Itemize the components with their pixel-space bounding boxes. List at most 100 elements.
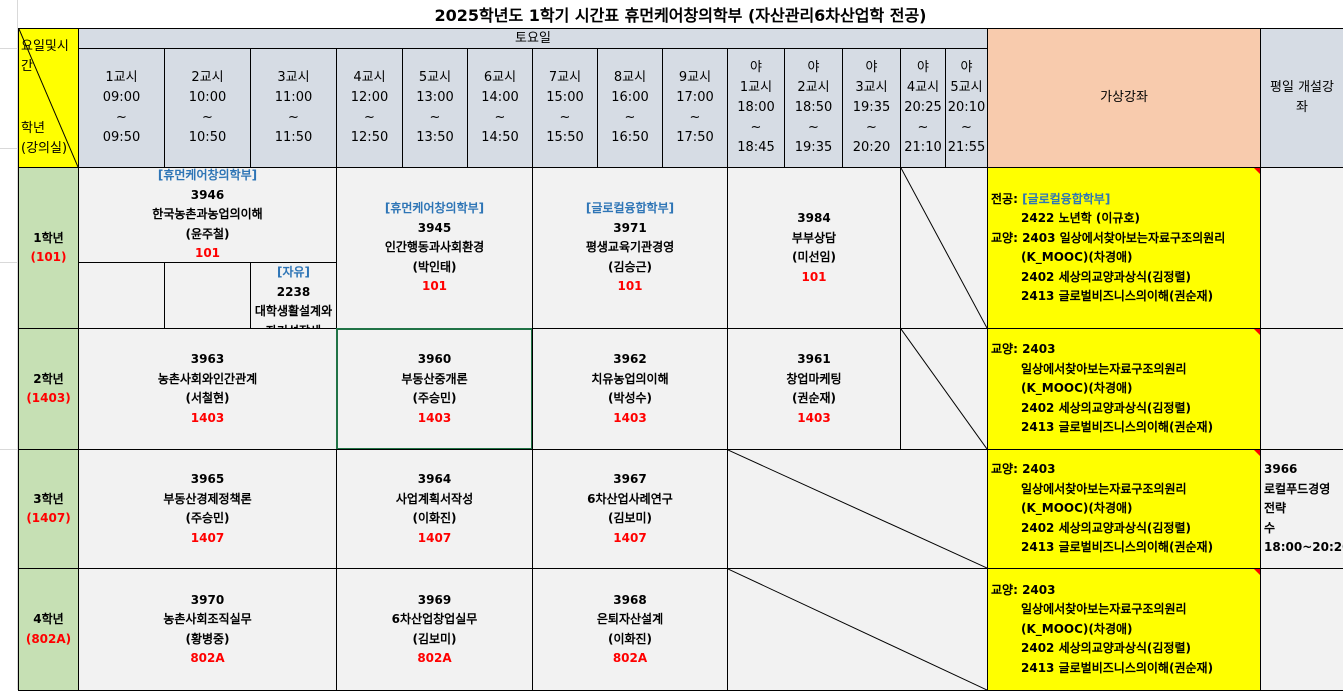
course-name: 창업마케팅 — [786, 371, 842, 386]
comment-indicator[interactable] — [1254, 168, 1260, 174]
weekday-course-cell[interactable]: 3966 로컬푸드경영 전략 수 18:00~20:20 — [1260, 449, 1343, 569]
diagonal-line — [728, 569, 987, 690]
empty-cell[interactable] — [164, 262, 251, 329]
course-cell[interactable]: 3984 부부상담 (미선임) 101 — [727, 167, 901, 329]
line-prefix: 교양: — [991, 462, 1023, 477]
period-start: 10:00 — [188, 90, 227, 105]
virtual-course-cell[interactable]: 교양: 2403 일상에서찾아보는자료구조의원리 (K_MOOC)(차경애) 2402… — [987, 568, 1261, 691]
virtual-course-line: (K_MOOC)(차경애) — [991, 620, 1133, 640]
line-text: 일상에서찾아보는자료구조의원리 — [1021, 602, 1187, 617]
virtual-course-line: 교양: 2403 일상에서찾아보는자료구조의원리 — [991, 229, 1225, 249]
course-cell[interactable]: 3968 은퇴자산설계 (이화진) 802A — [532, 568, 728, 691]
period-label: 3교시 — [855, 80, 888, 95]
course-cell[interactable]: 3969 6차산업창업실무 (김보미) 802A — [336, 568, 533, 691]
course-cell[interactable]: 3965 부동산경제정책론 (주승민) 1407 — [78, 449, 337, 569]
period-header: 야 4교시 20:25 ~21:10 — [900, 48, 946, 168]
virtual-course-line: (K_MOOC)(차경애) — [991, 379, 1133, 399]
course-prof: (주승민) — [412, 391, 457, 405]
virtual-course-cell[interactable]: 교양: 2403 일상에서찾아보는자료구조의원리 (K_MOOC)(차경애) 2402… — [987, 328, 1261, 450]
course-cell[interactable]: [휴먼케어창의학부] 3946 한국농촌과농업의이해 (윤주철) 101 — [78, 167, 337, 263]
grade-cell: 3학년 (1407) — [18, 449, 79, 569]
grade-label: 1학년 — [33, 230, 64, 245]
grade-room: (802A) — [25, 631, 72, 646]
course-cell[interactable]: [글로컬융합학부] 3971 평생교육기관경영 (김승근) 101 — [532, 167, 728, 329]
period-header: 2교시 10:00 ~10:50 — [164, 48, 251, 168]
period-label: 2교시 — [797, 80, 830, 95]
period-label: 5교시 — [418, 70, 452, 85]
course-code: 3945 — [417, 220, 452, 235]
empty-cell[interactable] — [900, 167, 988, 329]
course-code: 3984 — [797, 211, 831, 225]
period-header: 3교시 11:00 ~11:50 — [250, 48, 337, 168]
period-start: 14:00 — [481, 90, 519, 105]
empty-cell[interactable] — [727, 568, 988, 691]
course-name: 농촌사회와인간관계 — [157, 371, 258, 386]
period-sep: ~ — [917, 120, 929, 135]
course-name: 한국농촌과농업의이해 — [152, 207, 263, 222]
empty-cell[interactable] — [727, 449, 988, 569]
virtual-course-line: 2402 세상의교양과상식(김정렬) — [991, 519, 1191, 539]
course-code: 3971 — [613, 220, 647, 235]
course-cell[interactable]: [휴먼케어창의학부] 3945 인간행동과사회환경 (박인태) 101 — [336, 167, 533, 329]
period-header: 8교시 16:00 ~16:50 — [597, 48, 663, 168]
course-name: 6차산업사례연구 — [587, 491, 673, 506]
line-text: 2403 — [1022, 462, 1056, 477]
period-end: 15:50 — [546, 130, 584, 145]
course-room: 802A — [190, 651, 225, 665]
course-room: 101 — [801, 269, 827, 284]
empty-cell[interactable] — [900, 328, 988, 450]
grade-room: (1407) — [26, 511, 71, 525]
course-dept: [자유] — [276, 265, 311, 279]
weekday-course-cell[interactable] — [1260, 328, 1343, 450]
period-label: 2교시 — [191, 70, 224, 85]
virtual-course-line: 2402 세상의교양과상식(김정렬) — [991, 399, 1191, 419]
period-end: 12:50 — [350, 130, 389, 145]
period-label: 6교시 — [483, 70, 517, 85]
course-cell[interactable]: 3964 사업계획서작성 (이화진) 1407 — [336, 449, 533, 569]
virtual-course-line: (K_MOOC)(차경애) — [991, 499, 1133, 519]
comment-indicator[interactable] — [1254, 569, 1260, 575]
period-start: 13:00 — [416, 90, 454, 105]
period-sep: ~ — [202, 110, 213, 125]
course-code: 3969 — [417, 592, 452, 607]
course-cell[interactable]: 3961 창업마케팅 (권순재) 1403 — [727, 328, 901, 450]
period-end: 14:50 — [481, 130, 519, 145]
course-cell[interactable]: 3967 6차산업사례연구 (김보미) 1407 — [532, 449, 728, 569]
period-label: 4교시 — [906, 80, 940, 95]
comment-indicator[interactable] — [1254, 329, 1260, 335]
course-room: 1407 — [190, 530, 225, 545]
period-header: 야 5교시 20:10 ~21:55 — [945, 48, 988, 168]
course-cell[interactable]: 3960 부동산중개론 (주승민) 1403 — [336, 328, 533, 450]
virtual-course-line: 교양: 2403 — [991, 581, 1055, 601]
diagonal-line — [19, 29, 78, 167]
period-sep: ~ — [689, 110, 701, 125]
course-room: 101 — [194, 246, 221, 261]
period-label: 7교시 — [548, 70, 582, 85]
weekday-course-cell[interactable] — [1260, 568, 1343, 691]
course-cell[interactable]: 3963 농촌사회와인간관계 (서철현) 1403 — [78, 328, 337, 450]
weekday-course-line: 수 — [1264, 520, 1276, 535]
course-name: 부부상담 — [791, 230, 837, 245]
course-name: 6차산업창업실무 — [391, 612, 478, 626]
virtual-course-cell[interactable]: 교양: 2403 일상에서찾아보는자료구조의원리 (K_MOOC)(차경애) 2402… — [987, 449, 1261, 569]
course-cell[interactable]: 3970 농촌사회조직실무 (황병중) 802A — [78, 568, 337, 691]
period-label: 3교시 — [277, 70, 310, 85]
period-sep: ~ — [288, 110, 299, 125]
course-prof: (김보미) — [412, 631, 457, 646]
course-cell[interactable]: [자유] 2238 대학생활설계와자기성장세 — [250, 262, 337, 329]
course-prof: (미선임) — [791, 250, 837, 264]
weekday-label: 평일 개설강좌 — [1270, 80, 1334, 115]
weekday-course-cell[interactable] — [1260, 167, 1343, 329]
empty-cell[interactable] — [78, 262, 165, 329]
course-cell[interactable]: 3962 치유농업의이해 (박성수) 1403 — [532, 328, 728, 450]
period-start: 12:00 — [350, 90, 389, 105]
comment-indicator[interactable] — [1254, 450, 1260, 456]
virtual-course-cell[interactable]: 전공: [글로컬융합학부] 2422 노년학 (이규호) 교양: 2403 일상에서… — [987, 167, 1261, 329]
course-dept: [글로컬융합학부] — [585, 201, 675, 216]
virtual-course-line: 일상에서찾아보는자료구조의원리 — [991, 360, 1187, 380]
gridline — [0, 262, 18, 263]
line-prefix: 교양: — [991, 582, 1023, 597]
weekday-course-line: 3966 — [1264, 462, 1298, 477]
course-prof: (김승근) — [607, 259, 653, 274]
gridline — [0, 449, 18, 450]
